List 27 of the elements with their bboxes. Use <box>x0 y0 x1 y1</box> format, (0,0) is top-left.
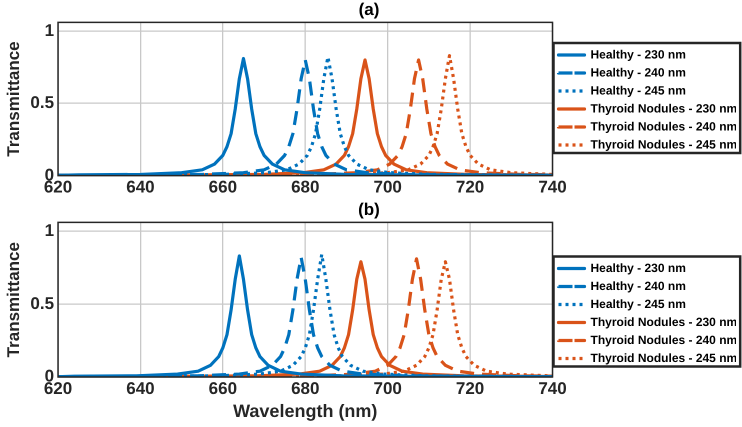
legend-label: Healthy - 230 nm <box>590 47 686 62</box>
chart-title: (b) <box>358 200 380 219</box>
x-tick-label: 660 <box>208 378 238 398</box>
x-tick-label: 720 <box>456 177 484 196</box>
y-axis-title: Transmittance <box>4 41 23 157</box>
y-tick-label: 1 <box>44 20 54 40</box>
legend-label: Healthy - 240 nm <box>590 65 686 80</box>
legend-label: Healthy - 230 nm <box>590 260 686 275</box>
x-tick-label: 700 <box>373 177 402 196</box>
x-tick-label: 700 <box>373 378 402 398</box>
x-tick-label: 640 <box>126 177 155 196</box>
chart-title: (a) <box>358 0 380 19</box>
legend-label: Healthy - 240 nm <box>590 278 686 293</box>
y-axis-title: Transmittance <box>4 242 23 358</box>
x-tick-label: 720 <box>456 378 484 398</box>
x-tick-label: 640 <box>126 378 155 398</box>
legend-label: Healthy - 245 nm <box>590 296 686 311</box>
x-tick-label: 660 <box>208 177 238 196</box>
x-tick-label: 680 <box>291 177 320 196</box>
x-tick-label: 740 <box>538 378 567 398</box>
legend-label: Healthy - 245 nm <box>590 83 686 98</box>
x-tick-label: 740 <box>538 177 567 196</box>
y-tick-label: 1 <box>44 220 54 240</box>
y-tick-label: 0.5 <box>30 294 54 313</box>
y-tick-label: 0.5 <box>30 93 54 112</box>
x-axis-title: Wavelength (nm) <box>233 401 378 422</box>
x-tick-label: 680 <box>291 378 320 398</box>
